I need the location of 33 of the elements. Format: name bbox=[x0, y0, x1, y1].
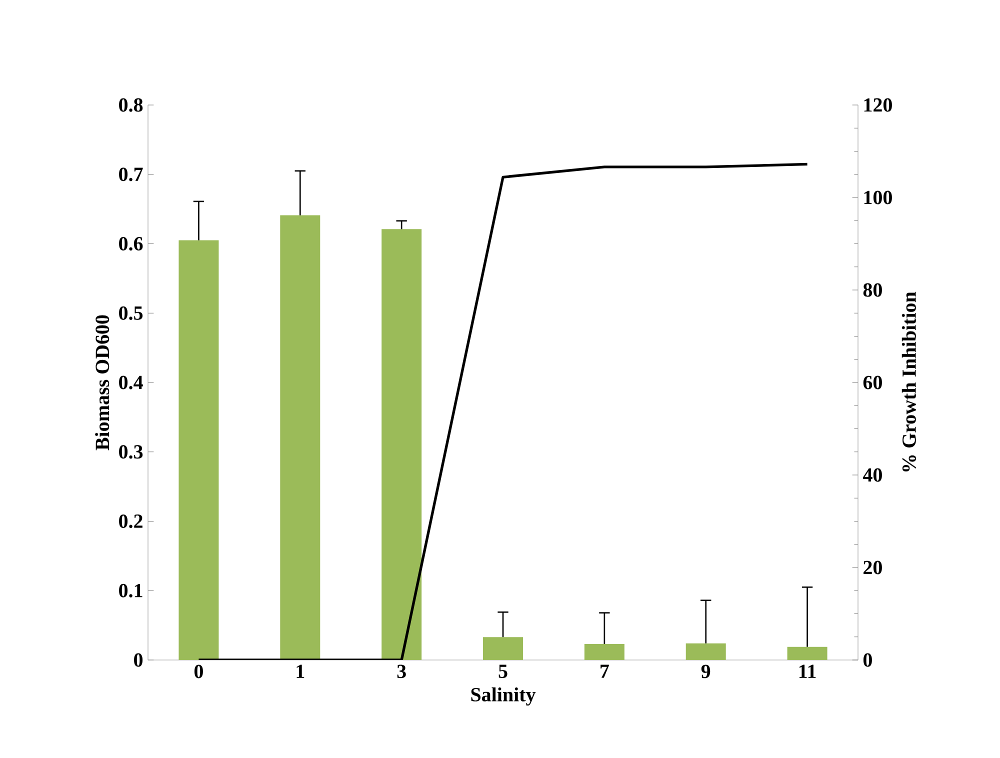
bar bbox=[280, 215, 320, 660]
bar bbox=[584, 644, 624, 660]
y2-tick-label: 60 bbox=[863, 376, 882, 390]
bar bbox=[382, 229, 422, 660]
y-tick-label: 0.2 bbox=[119, 514, 142, 528]
x-tick-label: 9 bbox=[701, 664, 710, 678]
bar bbox=[483, 637, 524, 660]
x-tick-label: 11 bbox=[799, 664, 816, 678]
y2-tick-label: 40 bbox=[862, 468, 882, 482]
y2-tick-label: 20 bbox=[864, 560, 882, 574]
y2-tick-label: 0 bbox=[863, 653, 872, 667]
y-tick-label: 0.3 bbox=[119, 445, 143, 459]
x-axis-title: Salinity bbox=[471, 687, 536, 706]
y-tick-label: 0.1 bbox=[119, 584, 142, 598]
y-tick-label: 0.7 bbox=[119, 168, 143, 182]
y-tick-label: 0 bbox=[134, 653, 143, 667]
x-tick-label: 0 bbox=[194, 664, 203, 678]
y-tick-label: 0.5 bbox=[119, 306, 143, 320]
x-tick-label: 5 bbox=[498, 664, 508, 678]
x-tick-label: 7 bbox=[600, 664, 609, 678]
y-axis-title: Biomass OD600 bbox=[95, 315, 110, 450]
bar bbox=[178, 240, 219, 660]
y2-axis-title: % Growth Inhibition bbox=[902, 292, 916, 472]
y2-tick-label: 120 bbox=[864, 98, 892, 112]
y2-tick-label: 100 bbox=[864, 190, 892, 204]
x-tick-label: 3 bbox=[397, 664, 406, 678]
y2-tick-label: 80 bbox=[863, 283, 882, 297]
bar bbox=[686, 643, 726, 660]
x-tick-label: 1 bbox=[296, 664, 304, 678]
y-tick-label: 0.4 bbox=[119, 376, 143, 390]
y-tick-label: 0.6 bbox=[119, 236, 143, 251]
bar bbox=[787, 646, 828, 660]
y-tick-label: 0.8 bbox=[119, 98, 143, 112]
